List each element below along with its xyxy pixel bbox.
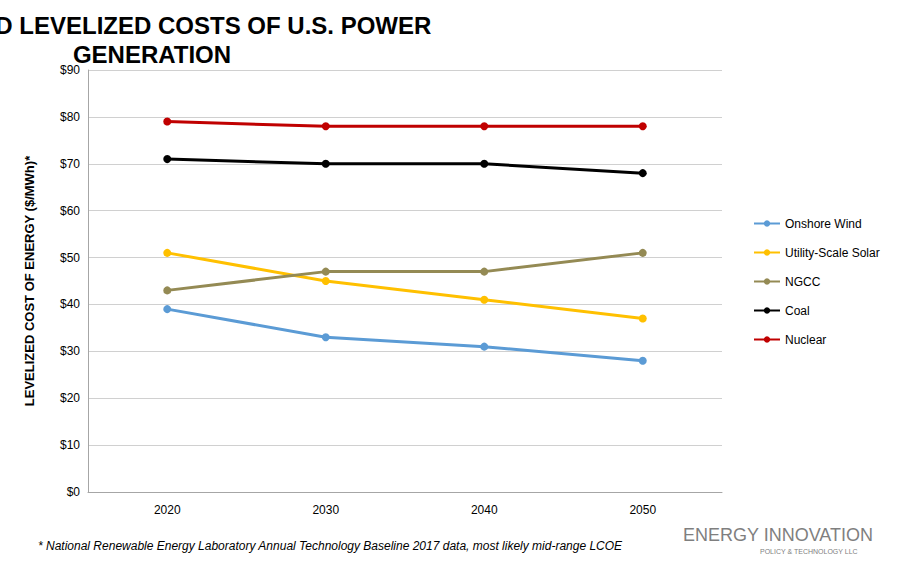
- svg-text:GENERATION: GENERATION: [73, 41, 231, 68]
- svg-text:$20: $20: [60, 391, 80, 405]
- svg-text:Utility-Scale Solar: Utility-Scale Solar: [785, 246, 880, 260]
- svg-text:Onshore Wind: Onshore Wind: [785, 217, 862, 231]
- svg-text:$40: $40: [60, 297, 80, 311]
- svg-text:$0: $0: [67, 485, 81, 499]
- svg-text:LEVELIZED COST OF ENERGY ($/MW: LEVELIZED COST OF ENERGY ($/MWh)*: [22, 155, 37, 406]
- svg-text:ENERGY INNOVATION: ENERGY INNOVATION: [683, 525, 873, 545]
- svg-text:NGCC: NGCC: [785, 275, 821, 289]
- svg-text:Nuclear: Nuclear: [785, 333, 826, 347]
- svg-text:PROJECTED LEVELIZED COSTS OF U: PROJECTED LEVELIZED COSTS OF U.S. POWER: [0, 12, 438, 39]
- svg-text:$70: $70: [60, 157, 80, 171]
- svg-text:$30: $30: [60, 344, 80, 358]
- svg-text:2050: 2050: [629, 503, 656, 517]
- svg-text:Coal: Coal: [785, 304, 810, 318]
- svg-text:2040: 2040: [471, 503, 498, 517]
- svg-text:$10: $10: [60, 438, 80, 452]
- svg-text:* National Renewable Energy La: * National Renewable Energy Laboratory A…: [38, 539, 623, 553]
- svg-text:2030: 2030: [312, 503, 339, 517]
- svg-text:2020: 2020: [154, 503, 181, 517]
- svg-text:POLICY & TECHNOLOGY LLC: POLICY & TECHNOLOGY LLC: [760, 548, 858, 555]
- svg-text:$90: $90: [60, 63, 80, 77]
- svg-text:$60: $60: [60, 204, 80, 218]
- svg-text:$50: $50: [60, 251, 80, 265]
- svg-text:$80: $80: [60, 110, 80, 124]
